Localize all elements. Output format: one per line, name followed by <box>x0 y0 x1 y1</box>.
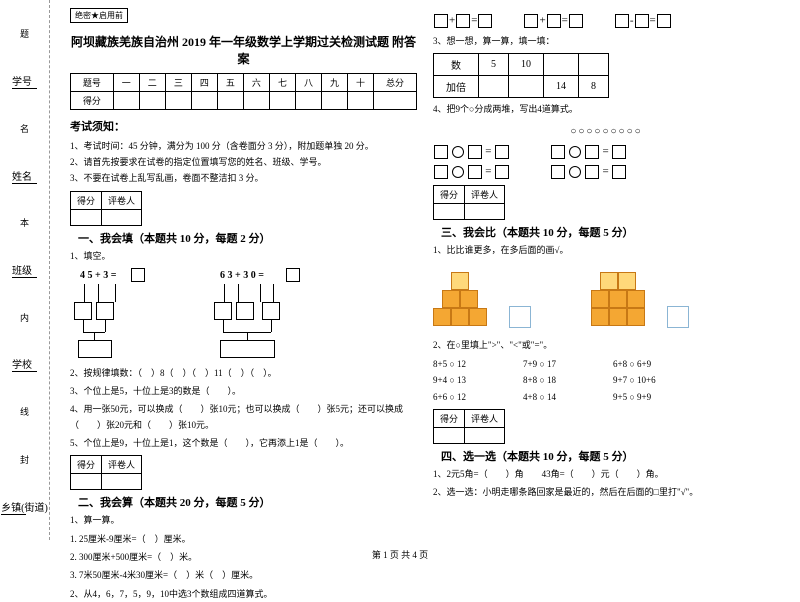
score-table: 题号一二三四五六七八九十总分 得分 <box>70 73 417 110</box>
right-column: += += -= 3、想一想，算一算，填一填： 数510 加倍148 4、把9个… <box>425 8 788 532</box>
q2-4: 4、把9个○分成两堆，写出4道算式。 <box>433 102 780 117</box>
double-table: 数510 加倍148 <box>433 53 609 98</box>
content-area: 绝密★启用前 阿坝藏族羌族自治州 2019 年一年级数学上学期过关检测试题 附答… <box>50 0 800 540</box>
margin-field: 班级 <box>12 262 37 278</box>
q1-3: 3、个位上是5，十位上是3的数是（ ）。 <box>70 384 417 399</box>
check-box[interactable] <box>509 306 531 328</box>
margin-mark: 线 <box>18 403 31 420</box>
scorer-box-2: 得分评卷人 <box>70 455 142 490</box>
q3-2: 2、在○里填上">"、"<"或"="。 <box>433 338 780 353</box>
cube-stack-left <box>433 268 503 328</box>
check-box[interactable] <box>667 306 689 328</box>
q1-4: 4、用一张50元，可以换成（ ）张10元；也可以换成（ ）张5元；还可以换成（ … <box>70 402 417 433</box>
left-column: 绝密★启用前 阿坝藏族羌族自治州 2019 年一年级数学上学期过关检测试题 附答… <box>62 8 425 532</box>
q1-5: 5、个位上是9，十位上是1，这个数是（ ），它再添上1是（ ）。 <box>70 436 417 451</box>
compare-grid: 8+5 ○ 127+9 ○ 176+8 ○ 6+9 9+4 ○ 138+8 ○ … <box>433 356 780 405</box>
q2-1: 1、算一算。 <box>70 513 417 528</box>
margin-field: 学号 <box>12 73 37 89</box>
margin-field: 学校 <box>12 356 37 372</box>
q2-3: 3、想一想，算一算，填一填： <box>433 34 780 49</box>
margin-mark: 本 <box>18 214 31 231</box>
q2-2: 2、从4，6，7，5，9，10中选3个数组成四道算式。 <box>70 587 417 602</box>
confidential-label: 绝密★启用前 <box>70 8 128 23</box>
section-4-title: 四、选一选（本题共 10 分，每题 5 分） <box>441 451 634 463</box>
tree-diagram: 4 5 + 3 = 6 3 + 3 0 = <box>70 270 417 360</box>
section-3-title: 三、我会比（本题共 10 分，每题 5 分） <box>441 227 634 239</box>
scorer-box-4: 得分评卷人 <box>433 409 505 444</box>
q3-1: 1、比比谁更多，在多后面的画√。 <box>433 243 780 258</box>
section-1-title: 一、我会填（本题共 10 分，每题 2 分） <box>78 233 271 245</box>
section-2-title: 二、我会算（本题共 20 分，每题 5 分） <box>78 497 271 509</box>
margin-mark: 封 <box>18 451 31 468</box>
scorer-box-3: 得分评卷人 <box>433 185 505 220</box>
cube-stack-right <box>591 268 661 328</box>
rules-heading: 考试须知： <box>70 118 417 134</box>
scorer-box: 得分评卷人 <box>70 191 142 226</box>
cube-comparison <box>433 268 780 328</box>
margin-field: 姓名 <box>12 168 37 184</box>
margin-mark: 内 <box>18 309 31 326</box>
margin-mark: 名 <box>18 120 31 137</box>
circles-row: ○○○○○○○○○ <box>433 126 780 137</box>
page-footer: 第 1 页 共 4 页 <box>0 548 800 561</box>
margin-mark: 题 <box>18 25 31 42</box>
q1-2: 2、按规律填数：（ ）8（ ）（ ）11（ ）（ ）。 <box>70 366 417 381</box>
q1-1: 1、填空。 <box>70 249 417 264</box>
op-equations-2: = = <box>433 165 780 179</box>
equation-row: += += -= <box>433 14 780 28</box>
exam-title: 阿坝藏族羌族自治州 2019 年一年级数学上学期过关检测试题 附答案 <box>70 33 417 67</box>
op-equations: = = <box>433 145 780 159</box>
binding-margin: 题 学号 名 姓名 本 班级 内 学校 线 封 乡镇(街道) <box>0 0 50 540</box>
q4-1: 1、2元5角=（ ）角 43角=（ ）元（ ）角。 <box>433 467 780 482</box>
margin-field: 乡镇(街道) <box>1 499 48 515</box>
q4-2: 2、选一选：小明走哪条路回家是最近的，然后在后面的□里打"√"。 <box>433 485 780 500</box>
rules-list: 1、考试时间：45 分钟，满分为 100 分（含卷面分 3 分），附加题单独 2… <box>70 138 417 187</box>
